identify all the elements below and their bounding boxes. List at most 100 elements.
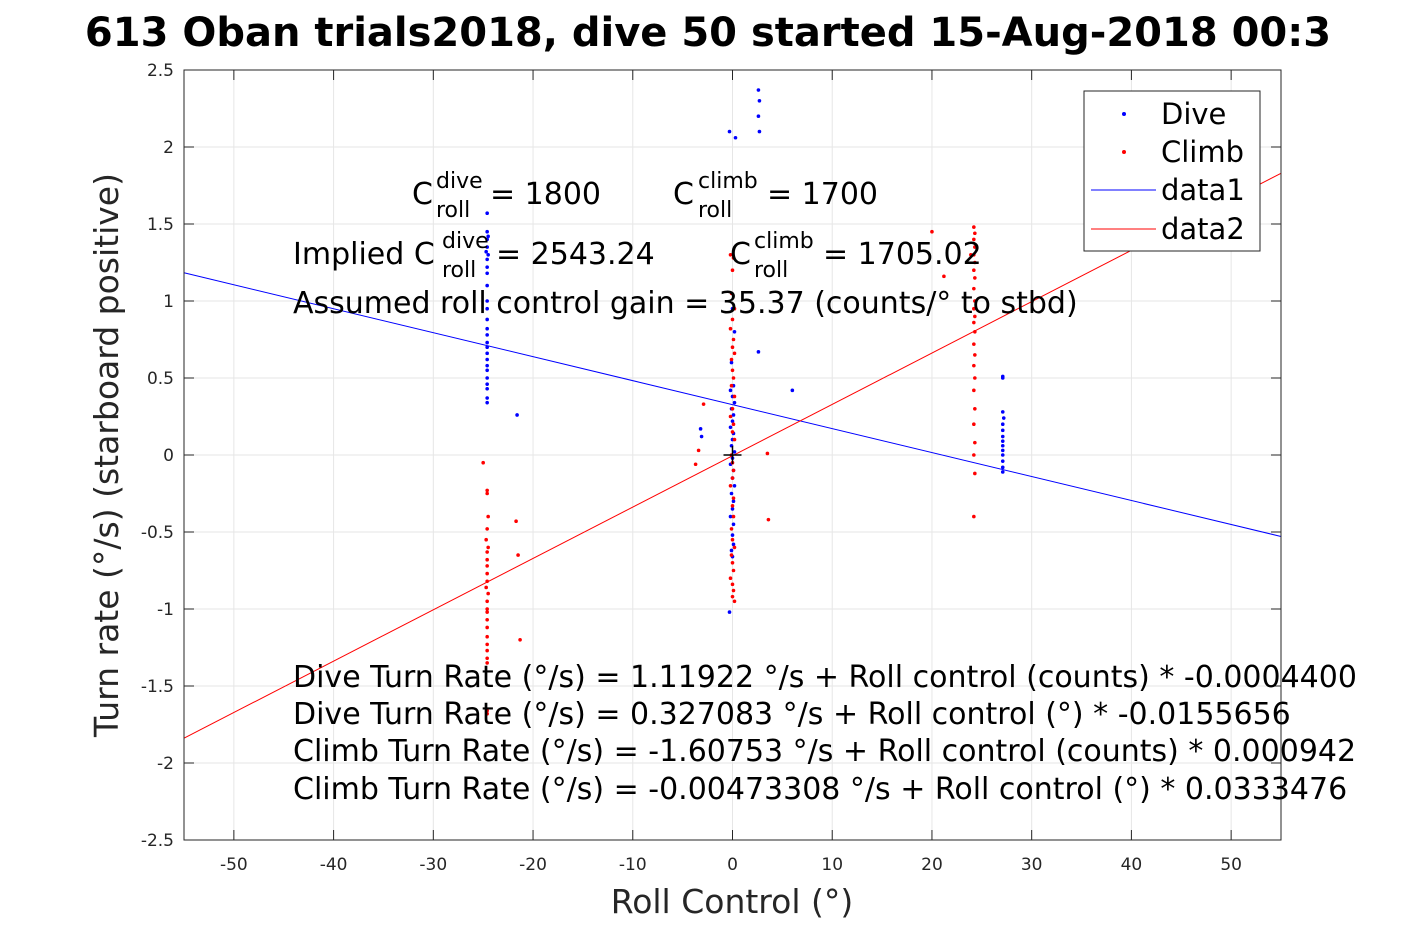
climb-point [728, 253, 733, 257]
climb-point [730, 476, 735, 480]
gain-annotation: Assumed roll control gain = 35.37 (count… [293, 286, 1078, 321]
dive-point [485, 396, 489, 400]
climb-point [730, 345, 735, 350]
dive-point [1000, 439, 1005, 443]
legend-dive-marker [1122, 112, 1126, 116]
dive-point [1000, 434, 1005, 439]
x-tick-label: 40 [1121, 855, 1143, 875]
climb-point [972, 237, 976, 242]
climb-point [484, 537, 488, 542]
climb-point [973, 376, 977, 380]
climb-point [729, 527, 734, 531]
implied-climb-base: C [730, 237, 751, 272]
climb-point [973, 471, 977, 476]
climb-point [728, 414, 733, 419]
dive-point [1000, 453, 1005, 457]
dive-point [727, 129, 732, 134]
dive-point [485, 376, 489, 380]
implied-dive-prefix: Implied C [293, 237, 435, 272]
dive-point [790, 388, 795, 393]
y-tick-label: 1.5 [147, 215, 174, 235]
dive-point [1000, 465, 1005, 470]
dive-point [484, 249, 488, 254]
dive-point [730, 419, 735, 423]
dive-point [756, 114, 761, 118]
climb-point [731, 568, 736, 573]
c-roll-climb-annotation: C climb roll = 1700 [673, 161, 878, 225]
climb-point [485, 642, 489, 647]
fit-equation-climb-degrees: Climb Turn Rate (°/s) = -0.00473308 °/s … [293, 772, 1347, 807]
climb-point [731, 468, 736, 473]
climb-point [485, 579, 489, 584]
climb-point [972, 422, 976, 427]
climb-point [731, 376, 736, 380]
dive-point [729, 548, 734, 553]
climb-point [485, 488, 489, 493]
climb-point [973, 245, 977, 249]
climb-point [973, 440, 977, 445]
dive-point [728, 425, 733, 430]
dive-point [729, 491, 734, 496]
climb-point [728, 326, 733, 331]
climb-point [972, 453, 976, 457]
dive-point [485, 386, 489, 391]
x-tick-label: -10 [619, 855, 647, 875]
axis-ticks: -50 -40 -30 -20 -10 0 10 20 30 40 50-2.5-2-1.5-1-0… [141, 61, 1281, 875]
climb-point [486, 545, 490, 550]
x-tick-label: 10 [821, 855, 843, 875]
climb-point [485, 656, 489, 661]
dive-point [729, 360, 734, 365]
implied-climb-sub: roll [754, 258, 788, 283]
climb-point [696, 448, 701, 453]
c-climb-base: C [673, 177, 694, 212]
climb-point [730, 368, 735, 373]
dive-point [731, 522, 736, 527]
x-tick-label: 0 [727, 855, 738, 875]
dive-point [485, 363, 489, 368]
climb-point [485, 708, 489, 713]
y-tick-label: 1 [163, 292, 174, 312]
dive-point [1000, 376, 1005, 380]
y-tick-label: -0.5 [141, 523, 174, 543]
implied-climb-value: = 1705.02 [823, 237, 982, 272]
climb-point [730, 561, 735, 565]
legend: Dive Climb data1 data2 [1083, 90, 1261, 252]
x-tick-label: 30 [1021, 855, 1043, 875]
c-climb-value: = 1700 [767, 177, 878, 212]
dive-point [1001, 416, 1006, 420]
dive-point [486, 234, 490, 239]
x-tick-label: -40 [320, 855, 348, 875]
dive-point [730, 533, 735, 537]
climb-point [486, 514, 490, 519]
climb-point [485, 648, 489, 653]
dive-point [699, 434, 704, 439]
y-tick-label: 0 [163, 446, 174, 466]
climb-point [729, 291, 734, 296]
climb-point [485, 607, 489, 611]
implied-dive-sub: roll [442, 258, 476, 283]
climb-point [485, 491, 489, 496]
x-tick-label: -50 [220, 855, 248, 875]
climb-point [930, 229, 934, 234]
y-tick-label: -2.5 [141, 831, 174, 851]
dive-point [733, 135, 738, 140]
dive-point [485, 351, 489, 356]
dive-point [731, 542, 736, 547]
climb-point [942, 274, 946, 279]
climb-point [730, 407, 735, 411]
dive-point [486, 253, 490, 257]
climb-point [732, 545, 737, 550]
dive-point [1000, 470, 1005, 474]
dive-point [756, 350, 761, 354]
legend-dive-label: Dive [1161, 97, 1226, 131]
climb-point [730, 268, 735, 273]
x-axis-label: Roll Control (°) [611, 882, 854, 921]
dive-point [728, 388, 733, 393]
dive-point [485, 211, 489, 216]
dive-point [485, 229, 489, 234]
climb-point [729, 553, 734, 557]
dive-point [485, 237, 489, 242]
dive-point [757, 99, 762, 103]
dive-point [1000, 422, 1005, 427]
dive-point [485, 345, 489, 350]
